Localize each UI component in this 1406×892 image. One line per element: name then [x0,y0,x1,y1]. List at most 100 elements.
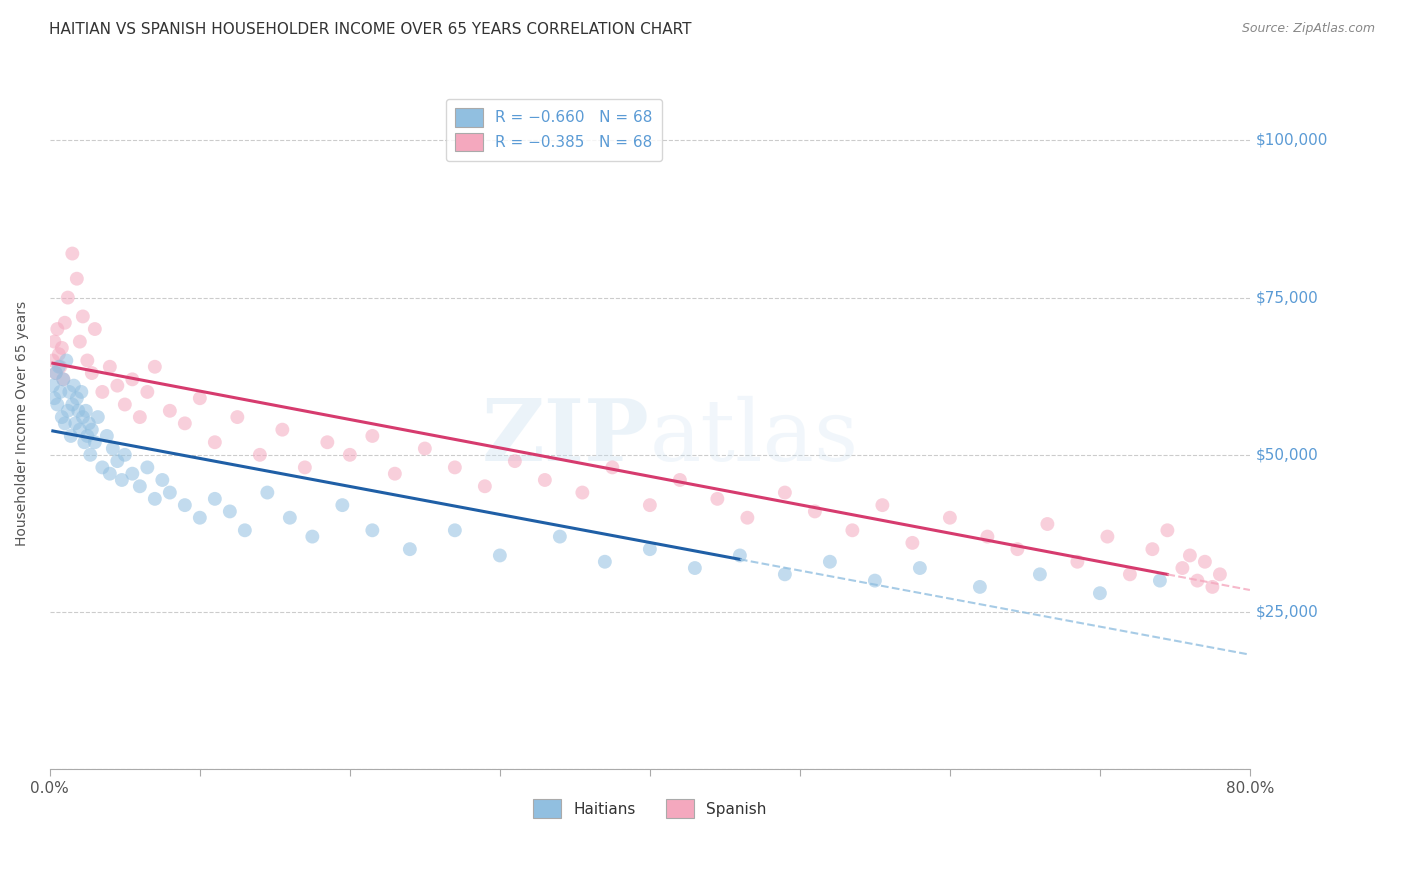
Point [42,353,65,368]
Text: atlas: atlas [650,396,859,479]
Point [45,366,67,380]
Point [83,435,105,450]
Point [872,498,894,512]
Point [1088,586,1111,600]
Point [683,561,706,575]
Text: Source: ZipAtlas.com: Source: ZipAtlas.com [1241,22,1375,36]
Point [114,397,136,411]
Point [67,404,90,418]
Point [204,491,226,506]
Point [773,485,796,500]
Point [330,498,353,512]
Point [150,473,173,487]
Point [1007,542,1029,557]
Point [87,410,110,425]
Point [534,473,557,487]
Point [45,366,67,380]
Point [188,391,211,405]
Point [1171,561,1194,575]
Point [384,467,406,481]
Point [48,359,70,374]
Point [1036,516,1059,531]
Point [1209,567,1232,582]
Point [571,485,593,500]
Point [1194,555,1216,569]
Point [49,359,72,374]
Text: HAITIAN VS SPANISH HOUSEHOLDER INCOME OVER 65 YEARS CORRELATION CHART: HAITIAN VS SPANISH HOUSEHOLDER INCOME OV… [49,22,692,37]
Point [60,397,83,411]
Point [444,460,467,475]
Point [593,555,616,569]
Point [503,454,526,468]
Point [114,448,136,462]
Point [1066,555,1088,569]
Point [361,429,384,443]
Point [105,378,128,392]
Point [96,429,118,443]
Text: $75,000: $75,000 [1256,290,1319,305]
Point [204,435,226,450]
Point [46,322,69,336]
Legend: Haitians, Spanish: Haitians, Spanish [527,793,772,824]
Point [489,549,512,563]
Point [111,473,134,487]
Point [271,423,294,437]
Point [69,423,91,437]
Point [70,384,93,399]
Point [44,334,66,349]
Point [1149,574,1171,588]
Point [51,410,73,425]
Point [474,479,496,493]
Point [669,473,692,487]
Point [218,504,240,518]
Point [1029,567,1052,582]
Point [602,460,624,475]
Point [256,485,278,500]
Point [548,530,571,544]
Point [128,410,150,425]
Point [939,510,962,524]
Point [56,404,79,418]
Point [804,504,827,518]
Point [773,567,796,582]
Point [101,442,124,456]
Point [841,524,863,538]
Point [53,316,76,330]
Point [48,347,70,361]
Point [91,460,114,475]
Text: $25,000: $25,000 [1256,605,1319,620]
Point [51,341,73,355]
Point [278,510,301,524]
Point [72,410,94,425]
Point [60,246,83,260]
Point [301,530,323,544]
Point [63,378,86,392]
Point [249,448,271,462]
Point [143,491,166,506]
Point [901,536,924,550]
Point [121,467,143,481]
Point [399,542,422,557]
Point [444,524,467,538]
Point [976,530,998,544]
Point [69,334,91,349]
Point [58,384,80,399]
Point [361,524,384,538]
Point [91,384,114,399]
Point [105,454,128,468]
Point [52,372,75,386]
Point [638,542,661,557]
Point [188,510,211,524]
Y-axis label: Householder Income Over 65 years: Householder Income Over 65 years [15,301,30,546]
Point [52,372,75,386]
Point [1156,524,1178,538]
Point [80,423,103,437]
Point [56,291,79,305]
Point [136,384,159,399]
Point [136,460,159,475]
Point [818,555,841,569]
Point [1178,549,1201,563]
Point [969,580,991,594]
Point [59,429,82,443]
Point [121,372,143,386]
